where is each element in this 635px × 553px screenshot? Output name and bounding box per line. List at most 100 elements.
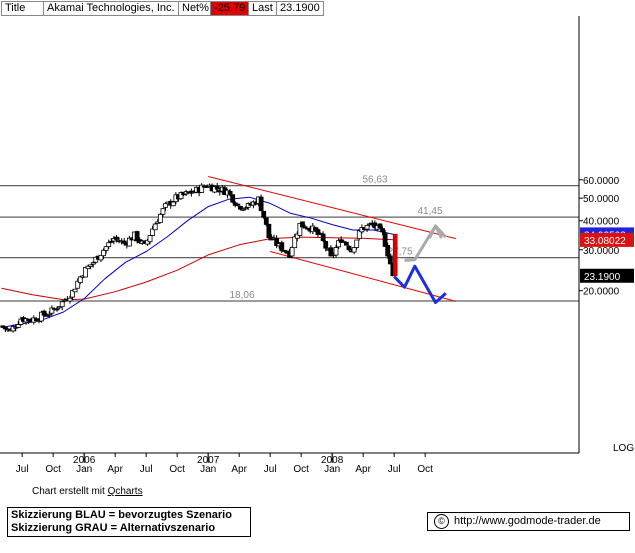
y-tick-label: 40.0000 — [583, 217, 620, 228]
candle-body — [67, 297, 73, 302]
candle-body — [59, 301, 65, 308]
x-month-label: Jul — [264, 464, 277, 475]
candle-body — [103, 246, 109, 251]
x-month-label: Oct — [417, 464, 433, 475]
candle-body — [315, 229, 321, 235]
candle-body — [2, 326, 8, 330]
candle-body — [238, 205, 243, 210]
scenario-grey-line — [404, 224, 447, 262]
candle-body — [289, 246, 295, 257]
axes-layer: 20.0000 30.0000 40.0000 50.0000 60.0000 LOG Ju… — [0, 16, 634, 475]
x-month-label: Apr — [231, 464, 247, 475]
candle-body — [70, 290, 75, 298]
candle-body — [114, 236, 119, 240]
candle-body — [214, 185, 220, 190]
trend-line — [208, 175, 456, 240]
candle-body — [346, 245, 352, 251]
candle-body — [240, 208, 246, 211]
net-value: -25.79 — [210, 1, 252, 16]
net-label: Net% — [178, 1, 214, 16]
x-month-label: Jan — [200, 464, 216, 475]
last-label: Last — [248, 1, 280, 16]
y-tick-label: 30.0000 — [583, 246, 620, 257]
x-year-label: 2007 — [197, 455, 220, 466]
scenario-layer — [393, 224, 447, 304]
website-url[interactable]: http://www.godmode-trader.de — [454, 515, 601, 527]
y-tick-label: 50.0000 — [583, 194, 620, 205]
candle-body — [49, 307, 55, 314]
candle-body — [364, 225, 370, 230]
x-month-label: Jan — [324, 464, 340, 475]
x-month-label: Jul — [388, 464, 401, 475]
chart-credit: Chart erstellt mit Qcharts — [32, 486, 143, 497]
last-value: 23.1900 — [276, 1, 324, 16]
candle-body — [145, 239, 150, 245]
y-tick-label: 60.0000 — [583, 176, 620, 187]
level-label: 56,63 — [362, 175, 387, 186]
candle-body — [0, 325, 6, 328]
candle-body — [126, 237, 132, 247]
x-month-label: Jan — [76, 464, 92, 475]
level-label: 41,45 — [417, 206, 442, 217]
candle-body — [279, 242, 285, 252]
candle-body — [88, 264, 94, 267]
candle-body — [235, 203, 241, 206]
credit-prefix: Chart erstellt mit — [32, 486, 108, 497]
candle-body — [54, 308, 60, 311]
candle-body — [163, 203, 168, 208]
candle-body — [320, 233, 326, 242]
website-box[interactable]: © http://www.godmode-trader.de — [427, 512, 630, 531]
candle-body — [98, 254, 104, 261]
level-layer: 56,63 41,45 27,75 18,06 — [0, 175, 579, 302]
qcharts-link[interactable]: Qcharts — [107, 486, 143, 497]
candle-body — [274, 237, 280, 247]
scenario-legend: Skizzierung BLAU = bevorzugtes Szenario … — [7, 507, 251, 537]
candle-body — [199, 184, 205, 193]
candle-body — [101, 249, 106, 257]
candle-body — [157, 213, 163, 223]
candle-body — [292, 236, 298, 249]
candle-body — [294, 233, 300, 239]
log-scale-label: LOG — [613, 443, 634, 454]
candle-body — [323, 241, 329, 249]
candle-body — [106, 242, 112, 248]
candle-body — [382, 232, 388, 247]
candle-body — [243, 207, 249, 210]
candle-body — [261, 210, 267, 218]
legend-grey: Skizzierung GRAU = Alternativszenario — [11, 522, 216, 534]
x-month-label: Jul — [16, 464, 29, 475]
candle-body — [281, 249, 287, 252]
ma-long-line — [1, 236, 395, 301]
last-value-text: 23.1900 — [584, 272, 621, 283]
scenario-grey-arrowhead — [428, 224, 443, 239]
candle-body — [46, 313, 52, 316]
legend-blue: Skizzierung BLAU = bevorzugtes Szenario — [11, 509, 232, 521]
level-label: 27,75 — [387, 247, 412, 258]
candle-body — [150, 228, 156, 236]
candle-body — [297, 222, 303, 236]
candle-body — [266, 223, 272, 238]
candle-body — [227, 190, 233, 195]
candle-body — [15, 324, 21, 328]
ma-short-line — [1, 196, 395, 328]
candle-body — [354, 239, 360, 248]
copyright-icon: © — [434, 513, 449, 529]
scenario-blue-line — [393, 264, 447, 304]
candle-body — [328, 247, 334, 257]
candle-body — [77, 276, 83, 284]
candle-body — [39, 311, 44, 322]
trend-layer — [208, 175, 456, 302]
trend-line — [270, 250, 456, 302]
candle-body — [83, 266, 88, 278]
candle-body — [121, 240, 127, 244]
level-label: 18,06 — [229, 290, 254, 301]
candle-body — [338, 239, 344, 243]
candle-body — [230, 194, 236, 203]
candle-body — [302, 226, 308, 229]
candle-body — [377, 223, 383, 229]
drop-candle — [392, 233, 398, 277]
price-chart: 56,63 41,45 27,75 18,06 20.0000 30.0000 40.00… — [0, 16, 634, 475]
candle-body — [336, 240, 342, 248]
candle-body — [178, 192, 184, 200]
